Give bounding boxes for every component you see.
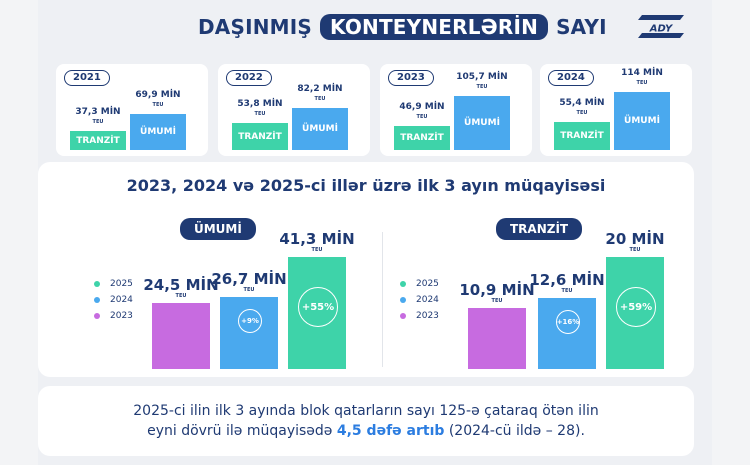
legend-label: 2025 xyxy=(110,279,133,289)
year-label: 2023 xyxy=(388,70,434,86)
unit-label: TEU xyxy=(152,102,164,108)
legend-dot xyxy=(400,313,406,319)
umumi-value: 105,7 MİN TEU xyxy=(452,72,512,92)
tranzit-value: 53,8 MİN TEU xyxy=(230,99,290,119)
value-label-2023: 24,5 MİN TEU xyxy=(126,277,236,299)
unit-label: TEU xyxy=(311,247,323,253)
umumi-value: 82,2 MİN TEU xyxy=(290,84,350,104)
panel-divider xyxy=(382,232,383,367)
legend-item-2023: 2023 xyxy=(400,308,439,324)
umumi-bar: ÜMUMİ xyxy=(454,96,510,150)
tranzit-value: 37,3 MİN TEU xyxy=(68,107,128,127)
tranzit-bar: TRANZİT xyxy=(232,123,288,150)
unit-label: TEU xyxy=(491,298,503,304)
tranzit-bar: TRANZİT xyxy=(394,126,450,150)
title-part-3: SAYI xyxy=(556,15,607,39)
year-label: 2024 xyxy=(548,70,594,86)
summary-line-1: 2025-ci ilin ilk 3 ayında blok qatarları… xyxy=(133,403,599,419)
summary-line-2-end: (2024-cü ildə – 28). xyxy=(448,423,585,439)
bar-2024 xyxy=(220,297,278,369)
legend-label: 2023 xyxy=(110,311,133,321)
legend: 2025 2024 2023 xyxy=(94,276,133,324)
legend-label: 2024 xyxy=(416,295,439,305)
legend-label: 2023 xyxy=(416,311,439,321)
tranzit-bar: TRANZİT xyxy=(554,122,610,150)
value-label-2024: 26,7 MİN TEU xyxy=(194,271,304,293)
legend-item-2023: 2023 xyxy=(94,308,133,324)
legend-item-2025: 2025 xyxy=(400,276,439,292)
legend-dot xyxy=(400,297,406,303)
legend-item-2025: 2025 xyxy=(94,276,133,292)
logo-text: ADY xyxy=(649,24,674,35)
section-pill-tranzit: TRANZİT xyxy=(496,218,583,240)
legend: 2025 2024 2023 xyxy=(400,276,439,324)
unit-label: TEU xyxy=(243,287,255,293)
value-label-2025: 20 MİN TEU xyxy=(580,231,690,253)
value-label-2025: 41,3 MİN TEU xyxy=(262,231,372,253)
comparison-panel: 2023, 2024 və 2025-ci illər üzrə ilk 3 a… xyxy=(38,162,694,377)
summary-line-2: eyni dövrü ilə müqayisədə 4,5 dəfə artıb… xyxy=(38,421,694,441)
year-label: 2022 xyxy=(226,70,272,86)
unit-label: TEU xyxy=(636,80,648,86)
unit-label: TEU xyxy=(254,111,266,117)
legend-item-2024: 2024 xyxy=(94,292,133,308)
year-card-2021: 2021 TRANZİT 37,3 MİN TEU ÜMUMİ 69,9 MİN TEU xyxy=(56,64,208,156)
change-badge-2024: +9% xyxy=(238,309,262,333)
summary-line-2-start: eyni dövrü ilə müqayisədə xyxy=(147,423,333,439)
umumi-value: 69,9 MİN TEU xyxy=(128,90,188,110)
tranzit-value: 46,9 MİN TEU xyxy=(392,102,452,122)
umumi-bar: ÜMUMİ xyxy=(614,92,670,150)
umumi-value: 114 MİN TEU xyxy=(612,68,672,88)
legend-label: 2025 xyxy=(416,279,439,289)
year-card-2024: 2024 TRANZİT 55,4 MİN TEU ÜMUMİ 114 MİN TEU xyxy=(540,64,692,156)
title-highlight: KONTEYNERLƏRİN xyxy=(320,14,549,40)
unit-label: TEU xyxy=(476,84,488,90)
legend-dot xyxy=(94,313,100,319)
title-part-1: DAŞINMIŞ xyxy=(198,15,313,39)
bar-2023 xyxy=(152,303,210,369)
legend-dot xyxy=(400,281,406,287)
unit-label: TEU xyxy=(576,110,588,116)
change-badge-2024: +16% xyxy=(556,310,580,334)
unit-label: TEU xyxy=(629,247,641,253)
change-badge-2025: +55% xyxy=(298,287,338,327)
umumi-bar: ÜMUMİ xyxy=(130,114,186,150)
tranzit-bar: TRANZİT xyxy=(70,131,126,150)
umumi-bar: ÜMUMİ xyxy=(292,108,348,150)
ady-logo: ADY xyxy=(638,15,684,38)
unit-label: TEU xyxy=(314,96,326,102)
comparison-title: 2023, 2024 və 2025-ci illər üzrə ilk 3 a… xyxy=(126,176,606,195)
legend-label: 2024 xyxy=(110,295,133,305)
summary-highlight: 4,5 dəfə artıb xyxy=(336,423,445,439)
year-card-2023: 2023 TRANZİT 46,9 MİN TEU ÜMUMİ 105,7 MİN TEU xyxy=(380,64,532,156)
page-title: DAŞINMIŞ KONTEYNERLƏRİN SAYI xyxy=(198,12,607,42)
tranzit-value: 55,4 MİN TEU xyxy=(552,98,612,118)
unit-label: TEU xyxy=(561,288,573,294)
change-badge-2025: +59% xyxy=(616,287,656,327)
legend-dot xyxy=(94,281,100,287)
value-label-2023: 10,9 MİN TEU xyxy=(442,282,552,304)
unit-label: TEU xyxy=(92,119,104,125)
value-label-2024: 12,6 MİN TEU xyxy=(512,272,622,294)
legend-dot xyxy=(94,297,100,303)
bar-2023 xyxy=(468,308,526,369)
legend-item-2024: 2024 xyxy=(400,292,439,308)
year-card-2022: 2022 TRANZİT 53,8 MİN TEU ÜMUMİ 82,2 MİN TEU xyxy=(218,64,370,156)
summary-box: 2025-ci ilin ilk 3 ayında blok qatarları… xyxy=(38,386,694,456)
unit-label: TEU xyxy=(175,293,187,299)
section-pill-umumi: ÜMUMİ xyxy=(180,218,256,240)
year-label: 2021 xyxy=(64,70,110,86)
unit-label: TEU xyxy=(416,114,428,120)
